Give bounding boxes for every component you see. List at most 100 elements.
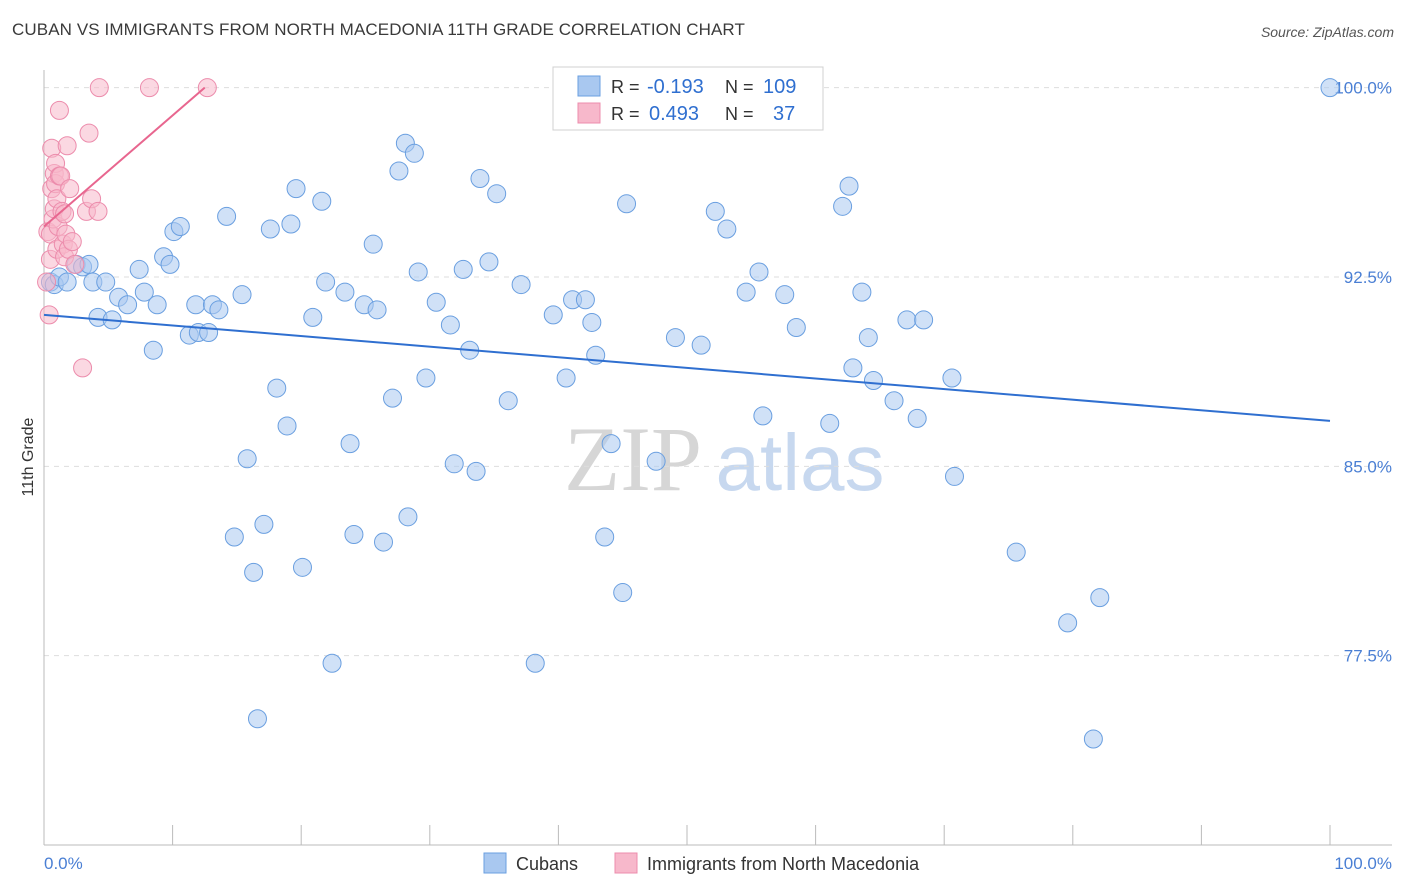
- point-cubans: [839, 176, 859, 196]
- point-cubans: [244, 562, 264, 582]
- point-cubans: [286, 179, 306, 199]
- point-cubans: [470, 169, 490, 189]
- chart-title: CUBAN VS IMMIGRANTS FROM NORTH MACEDONIA…: [12, 20, 745, 39]
- point-north-macedonia: [89, 78, 109, 98]
- bottom-legend-swatch-north-macedonia: [614, 852, 638, 874]
- y-tick-label: 77.5%: [1344, 647, 1392, 666]
- point-cubans: [260, 219, 280, 239]
- point-cubans: [170, 217, 190, 237]
- legend-n-value-north-macedonia: 37: [773, 103, 795, 125]
- point-cubans: [408, 262, 428, 282]
- point-cubans: [858, 328, 878, 348]
- point-cubans: [312, 191, 332, 211]
- point-north-macedonia: [79, 123, 99, 143]
- x-tick-label-min: 0.0%: [44, 854, 83, 873]
- point-cubans: [944, 466, 964, 486]
- point-north-macedonia: [57, 136, 77, 156]
- point-cubans: [143, 340, 163, 360]
- legend-r-label-cubans: R =: [611, 77, 640, 97]
- legend-swatch-cubans: [577, 75, 601, 97]
- point-cubans: [884, 391, 904, 411]
- point-cubans: [232, 285, 252, 305]
- point-cubans: [237, 449, 257, 469]
- point-cubans: [340, 434, 360, 454]
- point-cubans: [209, 300, 229, 320]
- point-north-macedonia: [73, 358, 93, 378]
- point-cubans: [453, 259, 473, 279]
- point-north-macedonia: [62, 232, 82, 252]
- point-cubans: [118, 295, 138, 315]
- legend-bottom: Cubans Immigrants from North Macedonia: [483, 852, 920, 874]
- point-cubans: [852, 282, 872, 302]
- point-cubans: [1006, 542, 1026, 562]
- point-cubans: [389, 161, 409, 181]
- point-cubans: [595, 527, 615, 547]
- point-cubans: [582, 312, 602, 332]
- point-cubans: [367, 300, 387, 320]
- legend-swatch-north-macedonia: [577, 102, 601, 124]
- point-cubans: [344, 524, 364, 544]
- point-cubans: [914, 310, 934, 330]
- point-cubans: [525, 653, 545, 673]
- y-tick-label: 85.0%: [1344, 457, 1392, 476]
- point-cubans: [303, 307, 323, 327]
- point-cubans: [147, 295, 167, 315]
- legend-n-value-cubans: 109: [763, 76, 796, 98]
- point-cubans: [383, 388, 403, 408]
- point-cubans: [281, 214, 301, 234]
- point-cubans: [224, 527, 244, 547]
- point-cubans: [863, 371, 883, 391]
- point-cubans: [416, 368, 436, 388]
- point-cubans: [186, 295, 206, 315]
- point-cubans: [335, 282, 355, 302]
- point-cubans: [556, 368, 576, 388]
- point-north-macedonia: [88, 201, 108, 221]
- point-north-macedonia: [139, 78, 159, 98]
- y-tick-label: 100.0%: [1334, 79, 1392, 98]
- x-axis-ticks: [43, 825, 1331, 845]
- bottom-legend-label-north-macedonia: Immigrants from North Macedonia: [647, 854, 920, 874]
- point-cubans: [498, 391, 518, 411]
- point-cubans: [1083, 729, 1103, 749]
- point-cubans: [897, 310, 917, 330]
- series-cubans: [40, 78, 1340, 749]
- point-north-macedonia: [65, 254, 85, 274]
- legend-n-label-cubans: N =: [725, 77, 754, 97]
- point-cubans: [833, 196, 853, 216]
- point-cubans: [129, 259, 149, 279]
- point-cubans: [444, 454, 464, 474]
- point-cubans: [199, 323, 219, 343]
- point-cubans: [753, 406, 773, 426]
- bottom-legend-label-cubans: Cubans: [516, 854, 578, 874]
- legend-r-label-north-macedonia: R =: [611, 104, 640, 124]
- point-cubans: [57, 272, 77, 292]
- point-cubans: [613, 583, 633, 603]
- point-cubans: [316, 272, 336, 292]
- point-cubans: [601, 434, 621, 454]
- point-cubans: [292, 557, 312, 577]
- point-north-macedonia: [197, 78, 217, 98]
- legend-r-value-north-macedonia: 0.493: [649, 103, 699, 125]
- point-cubans: [775, 285, 795, 305]
- trend-line-cubans: [43, 313, 1331, 422]
- point-cubans: [749, 262, 769, 282]
- point-cubans: [575, 290, 595, 310]
- point-cubans: [160, 254, 180, 274]
- point-cubans: [363, 234, 383, 254]
- point-cubans: [398, 507, 418, 527]
- point-cubans: [267, 378, 287, 398]
- point-cubans: [1090, 588, 1110, 608]
- point-north-macedonia: [49, 100, 69, 120]
- point-cubans: [1320, 78, 1340, 98]
- point-cubans: [254, 514, 274, 534]
- watermark-zip: ZIP: [564, 408, 702, 510]
- point-cubans: [1058, 613, 1078, 633]
- point-cubans: [134, 282, 154, 302]
- point-cubans: [96, 272, 116, 292]
- point-cubans: [665, 328, 685, 348]
- point-cubans: [617, 194, 637, 214]
- point-cubans: [440, 315, 460, 335]
- point-cubans: [404, 143, 424, 163]
- point-cubans: [543, 305, 563, 325]
